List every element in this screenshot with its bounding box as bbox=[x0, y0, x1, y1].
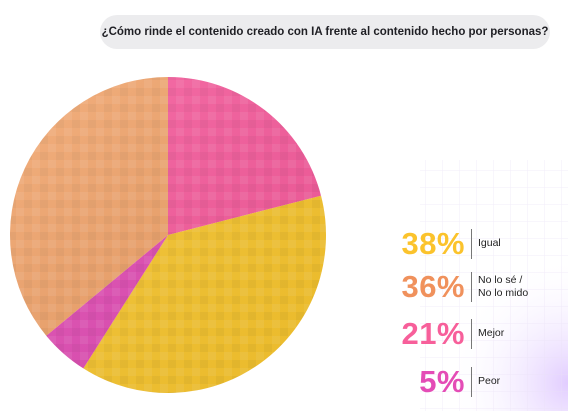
legend-percentage: 38% bbox=[401, 226, 465, 261]
legend-label: Mejor bbox=[478, 327, 505, 339]
legend-item-peor: 5% Peor bbox=[395, 366, 548, 397]
legend-item-no-lo-se: 36% No lo sé / No lo mido bbox=[395, 271, 548, 302]
legend-divider bbox=[471, 318, 472, 349]
legend-item-mejor: 21% Mejor bbox=[395, 318, 548, 349]
legend-item-igual: 38% Igual bbox=[395, 228, 548, 259]
question-banner: ¿Cómo rinde el contenido creado con IA f… bbox=[100, 15, 550, 49]
legend-percentage: 36% bbox=[401, 269, 465, 304]
legend-divider bbox=[471, 366, 472, 397]
legend-percentage: 5% bbox=[419, 364, 465, 399]
legend-divider bbox=[471, 228, 472, 259]
legend-label: Igual bbox=[478, 237, 501, 249]
legend-divider bbox=[471, 271, 472, 302]
question-text: ¿Cómo rinde el contenido creado con IA f… bbox=[101, 26, 549, 38]
legend-percentage: 21% bbox=[401, 316, 465, 351]
legend-label: No lo sé / No lo mido bbox=[478, 273, 529, 299]
legend-label: Peor bbox=[478, 375, 501, 387]
pie-shade-overlay bbox=[10, 77, 326, 393]
